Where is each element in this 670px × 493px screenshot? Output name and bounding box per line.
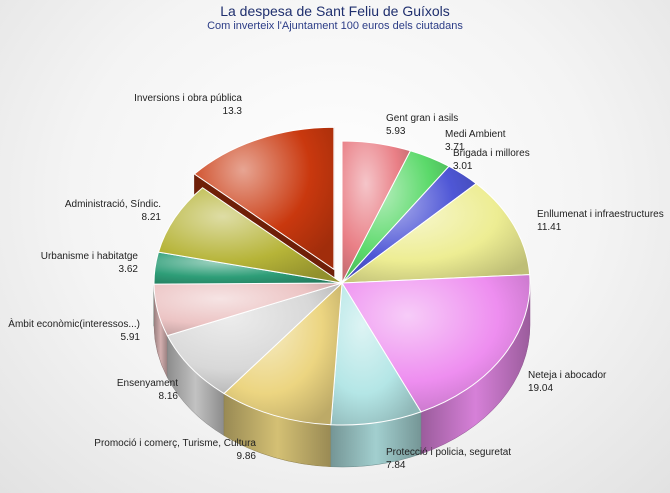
slice-value: 3.01 bbox=[453, 161, 473, 172]
slice-label: Neteja i abocador bbox=[528, 370, 607, 381]
pie-slice bbox=[341, 274, 531, 413]
pie-slice bbox=[340, 182, 531, 284]
slice-label: Urbanisme i habitatge bbox=[41, 251, 139, 262]
slice-label: Gent gran i asils bbox=[386, 113, 458, 124]
slice-value: 5.91 bbox=[121, 332, 141, 343]
slice-label: Promoció i comerç, Turisme, Cultura bbox=[94, 438, 256, 449]
slice-label: Ensenyament bbox=[117, 378, 178, 389]
slice-value: 9.86 bbox=[237, 451, 257, 462]
pie-slice bbox=[193, 126, 335, 271]
pie-slice bbox=[330, 281, 422, 426]
slice-value: 7.84 bbox=[386, 460, 406, 471]
slice-value: 3.71 bbox=[445, 142, 465, 153]
slice-value: 19.04 bbox=[528, 383, 553, 394]
slice-label: Inversions i obra pública bbox=[134, 93, 242, 104]
chart-title: La despesa de Sant Feliu de Guíxols bbox=[220, 3, 450, 19]
chart-subtitle: Com inverteix l'Ajuntament 100 euros del… bbox=[207, 20, 463, 32]
slice-label: Àmbit econòmic(interessos...) bbox=[8, 317, 140, 330]
pie-slice bbox=[157, 187, 343, 284]
slice-value: 3.62 bbox=[119, 264, 139, 275]
slice-label: Enllumenat i infraestructures bbox=[537, 209, 664, 220]
slice-value: 8.21 bbox=[142, 212, 162, 223]
slice-label: Administració, Síndic. bbox=[65, 199, 161, 210]
slice-value: 11.41 bbox=[537, 222, 562, 233]
slice-label: Protecció i policia, seguretat bbox=[386, 447, 511, 458]
slice-label: Brigada i millores bbox=[453, 148, 530, 159]
slice-value: 8.16 bbox=[159, 391, 179, 402]
slice-value: 5.93 bbox=[386, 126, 406, 137]
slice-label: Medi Ambient bbox=[445, 129, 506, 140]
slice-value: 13.3 bbox=[223, 106, 243, 117]
pie-slice bbox=[166, 282, 343, 395]
pie-slice bbox=[223, 281, 343, 426]
